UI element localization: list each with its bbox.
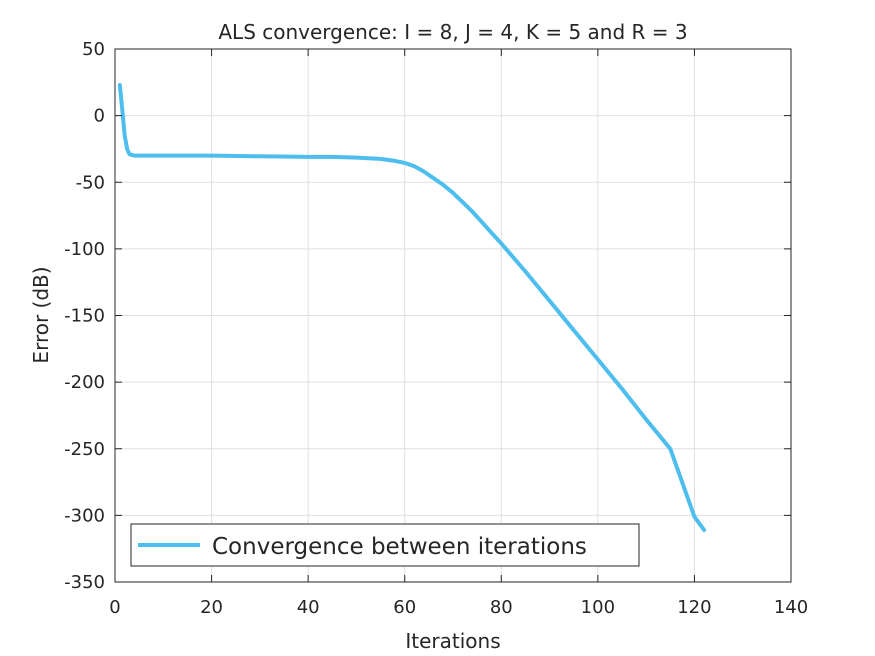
legend-box — [130, 523, 640, 567]
x-axis-label: Iterations — [405, 629, 500, 653]
y-tick-label: -100 — [64, 239, 105, 260]
series-line — [117, 83, 707, 532]
legend-entry: Convergence between iterations — [212, 534, 587, 560]
y-tick-label: -200 — [64, 372, 105, 393]
x-tick-label: 120 — [677, 597, 711, 618]
y-tick-label: 50 — [82, 39, 105, 60]
y-tick-label: -300 — [64, 505, 105, 526]
x-tick-label: 60 — [393, 597, 416, 618]
x-tick-label: 80 — [490, 597, 513, 618]
y-tick-label: -350 — [64, 572, 105, 593]
x-tick-labels: 0 20 40 60 80 100 120 140 — [109, 597, 808, 618]
y-tick-label: -250 — [64, 439, 105, 460]
ticks — [114, 48, 792, 583]
y-tick-label: 0 — [94, 106, 105, 127]
x-tick-label: 100 — [581, 597, 615, 618]
series-layer — [117, 83, 707, 532]
legend: Convergence between iterations — [130, 523, 640, 567]
chart-title: ALS convergence: I = 8, J = 4, K = 5 and… — [218, 20, 687, 44]
x-tick-label: 40 — [297, 597, 320, 618]
y-tick-label: -50 — [76, 172, 105, 193]
x-tick-label: 140 — [774, 597, 808, 618]
y-axis-label: Error (dB) — [29, 266, 53, 363]
x-tick-label: 20 — [200, 597, 223, 618]
y-tick-labels: 50 0 -50 -100 -150 -200 -250 -300 -350 — [64, 39, 105, 593]
y-tick-label: -150 — [64, 306, 105, 327]
x-tick-label: 0 — [109, 597, 120, 618]
